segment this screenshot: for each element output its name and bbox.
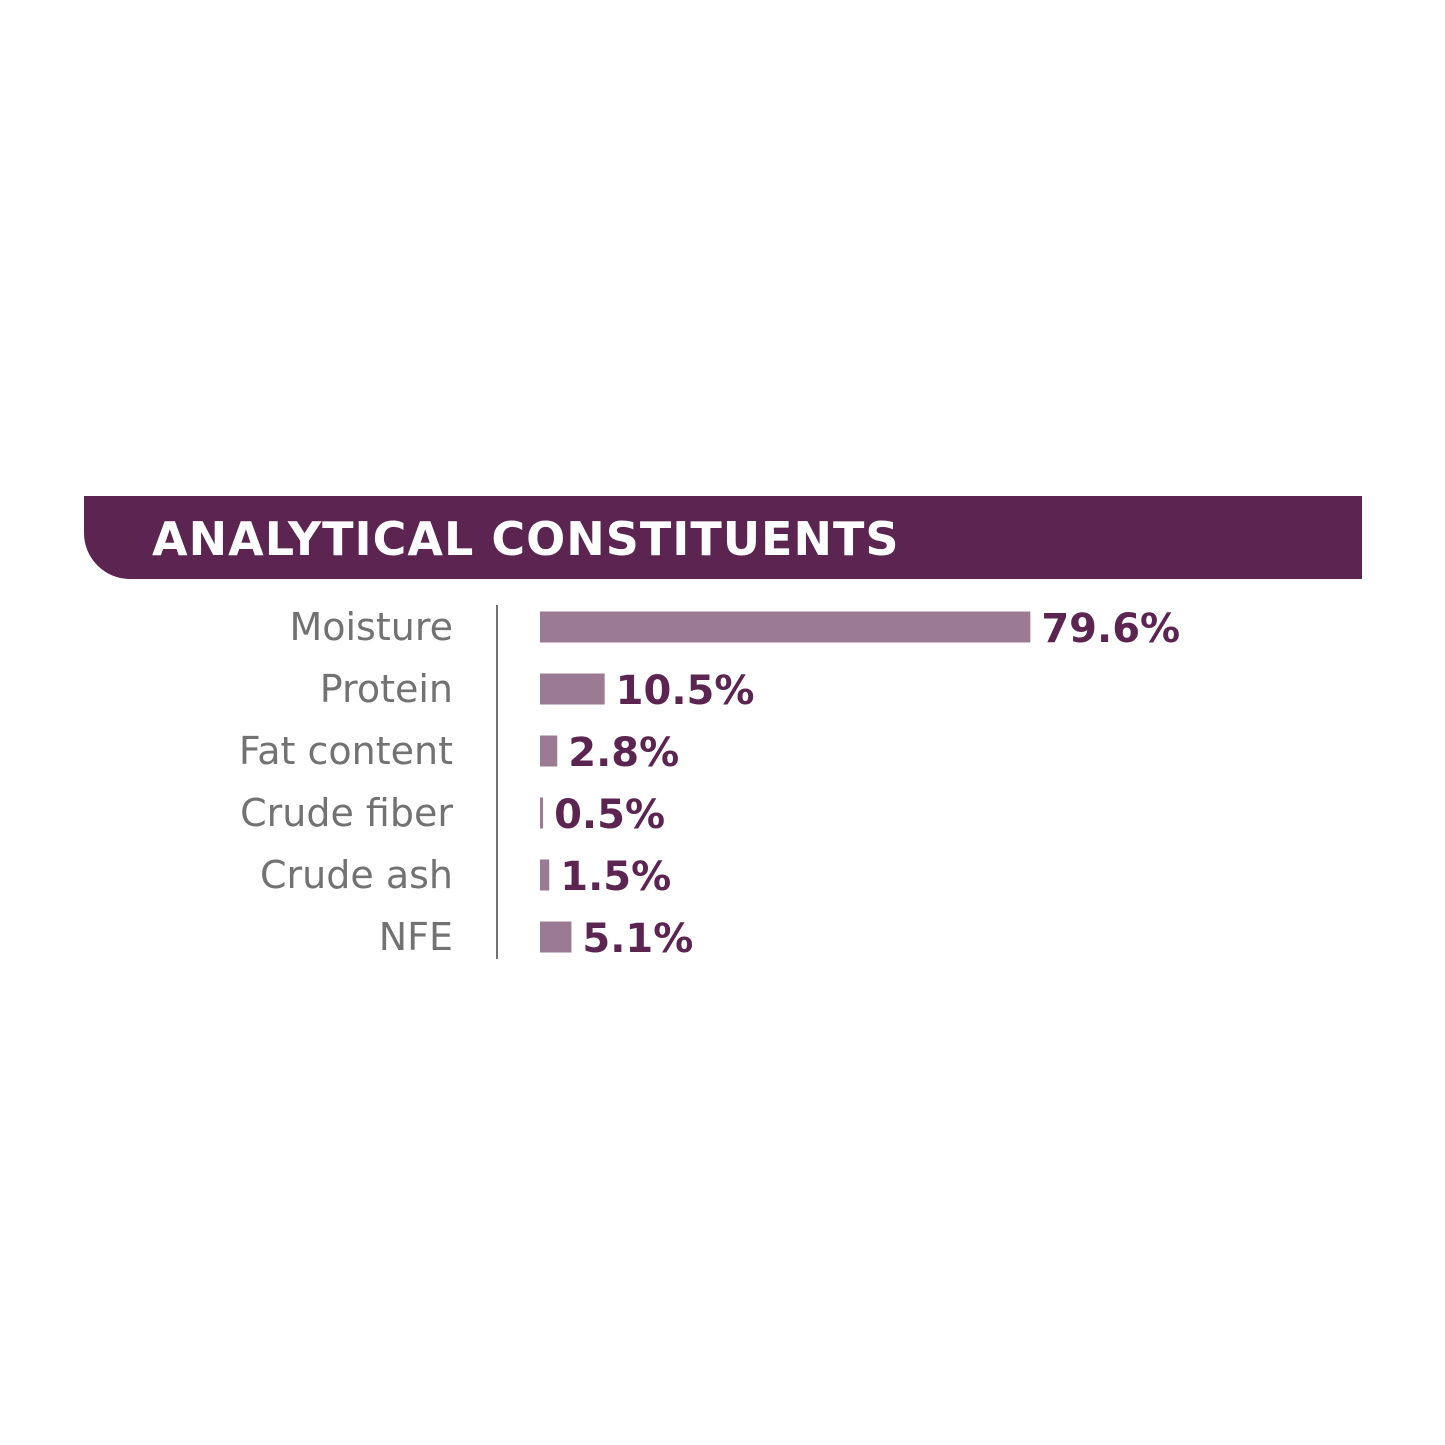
value-label: 0.5% <box>554 792 665 838</box>
bar <box>540 859 550 891</box>
title-banner: ANALYTICAL CONSTITUENTS <box>84 496 1362 579</box>
category-labels: Moisture Protein Fat content Crude fiber Cru… <box>239 605 453 959</box>
bar <box>540 797 544 829</box>
category-label: Moisture <box>289 605 453 649</box>
value-label: 2.8% <box>568 730 679 776</box>
bar <box>540 735 558 767</box>
category-label: Crude ash <box>260 853 453 897</box>
category-label: NFE <box>379 915 453 959</box>
value-label: 10.5% <box>616 668 755 714</box>
category-label: Protein <box>320 667 453 711</box>
bar <box>540 611 1031 643</box>
category-label: Crude fiber <box>240 791 453 835</box>
bars <box>540 611 1031 953</box>
value-label: 1.5% <box>560 854 671 900</box>
bar <box>540 921 572 953</box>
value-labels: 79.6% 10.5% 2.8% 0.5% 1.5% 5.1% <box>554 606 1180 962</box>
value-label: 79.6% <box>1041 606 1180 652</box>
value-label: 5.1% <box>582 916 693 962</box>
category-label: Fat content <box>239 729 453 773</box>
chart-title: ANALYTICAL CONSTITUENTS <box>152 512 900 566</box>
bar <box>540 673 605 705</box>
